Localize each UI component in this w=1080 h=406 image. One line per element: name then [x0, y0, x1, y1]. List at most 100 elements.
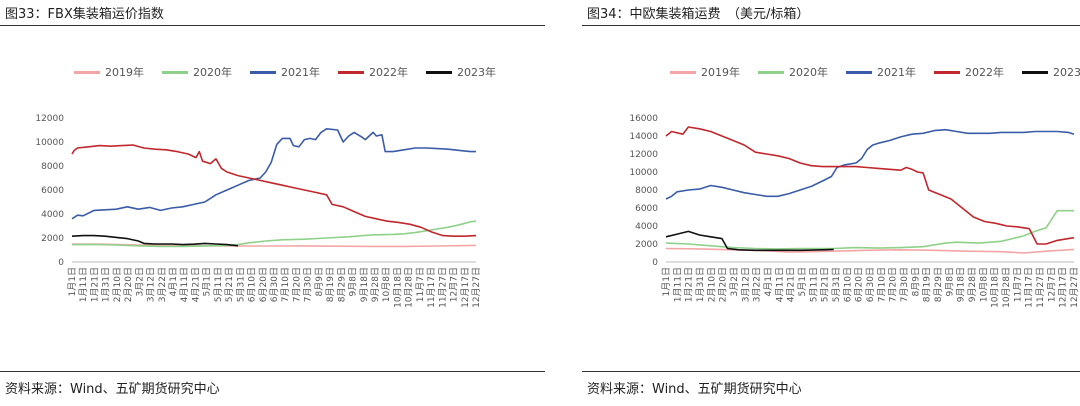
x-tick-label: 6月10日: [247, 267, 258, 302]
x-tick-label: 5月11日: [213, 267, 224, 302]
series-line-2021年: [71, 128, 476, 220]
x-tick-label: 3月22日: [752, 267, 763, 302]
x-tick-label: 5月21日: [224, 267, 235, 302]
series-line-2023年: [71, 234, 239, 247]
legend-label: 2019年: [701, 66, 740, 79]
x-tick-label: 10月18日: [990, 267, 1001, 308]
line-chart: 0 2000 4000 6000 8000 10000 12000 14000 16000 1月1…: [629, 114, 1080, 308]
x-tick-label: 4月21日: [190, 267, 201, 302]
source-note: 资料来源：Wind、五矿期货研究中心: [5, 382, 220, 397]
y-tick-label: 8000: [41, 162, 64, 172]
x-tick-label: 9月18日: [359, 267, 370, 302]
x-tick-label: 4月1日: [763, 267, 774, 296]
x-tick-label: 5月31日: [831, 267, 842, 302]
legend-item: 2019年: [670, 64, 740, 80]
x-tick-label: 12月17日: [1058, 267, 1069, 308]
x-tick-label: 6月20日: [854, 267, 865, 302]
x-tick-label: 6月30日: [269, 267, 280, 302]
y-tick-label: 6000: [635, 204, 658, 214]
x-tick-label: 8月9日: [910, 267, 921, 296]
chart-panel-fbx: 图33：FBX集装箱运价指数 2019年 2020年 2021年 2022年 2023年…: [0, 7, 545, 397]
legend-label: 2023年: [1053, 66, 1080, 79]
y-tick-label: 10000: [629, 168, 658, 178]
y-tick-label: 12000: [629, 150, 658, 160]
line-chart: 0 2000 4000 6000 8000 10000 12000 1月1日 1月11日 1月21…: [35, 114, 482, 308]
x-tick-label: 10月28日: [1001, 267, 1012, 308]
x-tick-label: 11月17日: [1024, 267, 1035, 308]
legend-item: 2021年: [846, 64, 916, 80]
x-tick-label: 12月17日: [460, 267, 471, 308]
legend-swatch: [338, 70, 364, 74]
legend-label: 2020年: [193, 66, 232, 79]
x-tick-label: 6月20日: [258, 267, 269, 302]
y-tick-label: 12000: [35, 114, 64, 124]
x-tick-label: 2月10日: [706, 267, 717, 302]
legend-label: 2022年: [369, 66, 408, 79]
legend-item: 2020年: [758, 64, 828, 80]
x-tick-label: 9月28日: [370, 267, 381, 302]
legend-swatch: [1022, 70, 1048, 74]
x-tick-label: 1月31日: [695, 267, 706, 302]
legend-item: 2023年: [426, 64, 496, 80]
x-tick-label: 8月29日: [336, 267, 347, 302]
x-tick-label: 11月27日: [437, 267, 448, 308]
chart-legend: 2019年 2020年 2021年 2022年 2023年: [670, 64, 1080, 80]
legend-item: 2022年: [934, 64, 1004, 80]
chart-panel-china-europe: 图34：中欧集装箱运费 （美元/标箱） 2019年 2020年 2021年 2022年…: [582, 0, 1080, 406]
x-tick-label: 10月18日: [392, 267, 403, 308]
x-tick-label: 4月11日: [179, 267, 190, 302]
legend-swatch: [670, 70, 696, 74]
top-rule: [0, 25, 545, 26]
source-note: 资料来源：Wind、五矿期货研究中心: [587, 382, 802, 397]
legend-swatch: [846, 70, 872, 74]
series-line-2023年: [665, 230, 834, 252]
y-tick-label: 0: [58, 258, 64, 268]
x-tick-label: 1月11日: [672, 267, 683, 302]
y-tick-label: 2000: [41, 234, 64, 244]
x-tick-label: 10月28日: [404, 267, 415, 308]
y-tick-label: 16000: [629, 114, 658, 124]
legend-item: 2020年: [162, 64, 232, 80]
x-tick-label: 7月30日: [303, 267, 314, 302]
legend-item: 2021年: [250, 64, 320, 80]
x-tick-label: 2月20日: [718, 267, 729, 302]
legend-swatch: [426, 70, 452, 74]
x-tick-label: 2月10日: [112, 267, 123, 302]
x-tick-label: 1月31日: [101, 267, 112, 302]
x-tick-label: 4月11日: [774, 267, 785, 302]
x-tick-label: 8月19日: [325, 267, 336, 302]
x-tick-label: 3月2日: [729, 267, 740, 296]
legend-label: 2021年: [281, 66, 320, 79]
x-tick-label: 6月30日: [865, 267, 876, 302]
legend-label: 2021年: [877, 66, 916, 79]
y-tick-label: 6000: [41, 186, 64, 196]
x-tick-label: 1月1日: [661, 267, 672, 296]
x-tick-label: 7月20日: [888, 267, 899, 302]
x-tick-label: 5月1日: [797, 267, 808, 296]
x-tick-label: 7月20日: [291, 267, 302, 302]
x-tick-label: 9月8日: [944, 267, 955, 296]
x-tick-label: 5月11日: [808, 267, 819, 302]
legend-label: 2020年: [789, 66, 828, 79]
chart-title: 图33：FBX集装箱运价指数: [5, 7, 164, 22]
legend-item: 2023年: [1022, 64, 1080, 80]
y-tick-label: 10000: [35, 138, 64, 148]
x-tick-label: 3月22日: [157, 267, 168, 302]
x-tick-label: 4月21日: [786, 267, 797, 302]
x-tick-label: 3月12日: [740, 267, 751, 302]
x-tick-label: 12月27日: [471, 267, 482, 308]
x-tick-label: 9月28日: [967, 267, 978, 302]
legend-swatch: [250, 70, 276, 74]
chart-title: 图34：中欧集装箱运费 （美元/标箱）: [587, 7, 810, 22]
x-tick-label: 12月7日: [449, 267, 460, 302]
x-tick-label: 7月10日: [280, 267, 291, 302]
x-tick-label: 11月7日: [1012, 267, 1023, 302]
x-tick-label: 2月20日: [123, 267, 134, 302]
x-tick-label: 3月12日: [146, 267, 157, 302]
x-tick-label: 12月7日: [1046, 267, 1057, 302]
x-tick-label: 1月21日: [684, 267, 695, 302]
x-tick-label: 11月7日: [415, 267, 426, 302]
y-tick-label: 14000: [629, 132, 658, 142]
legend-swatch: [74, 70, 100, 74]
series-line-2021年: [665, 128, 1075, 200]
